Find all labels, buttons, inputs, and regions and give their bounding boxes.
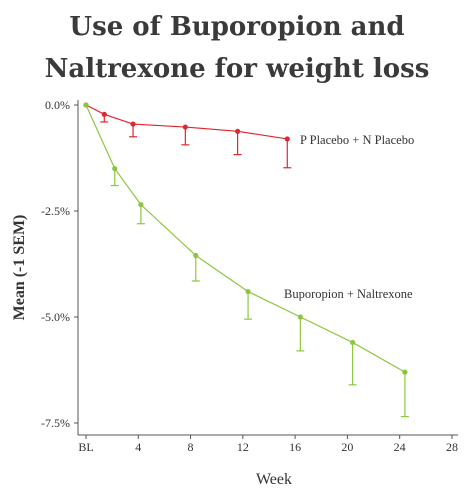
data-point — [193, 252, 199, 259]
series-label: P Placebo + N Placebo — [300, 133, 414, 147]
chart-title-line-1: Use of Buporopion and — [69, 12, 405, 42]
y-tick-label: 0.0% — [45, 98, 70, 112]
series-label: Buporopion + Naltrexone — [284, 287, 413, 301]
series-line — [85, 104, 406, 373]
y-tick-label: -5.0% — [41, 310, 70, 324]
data-point — [297, 314, 303, 320]
data-point — [83, 102, 89, 108]
data-point — [284, 136, 290, 142]
data-point — [101, 111, 107, 117]
x-tick-label: 12 — [237, 440, 249, 454]
data-point — [138, 202, 144, 208]
x-tick-label: 24 — [394, 440, 406, 454]
data-point — [112, 166, 118, 172]
data-point — [235, 128, 241, 134]
x-tick-label: BL — [78, 440, 93, 454]
data-point — [402, 369, 408, 375]
x-tick-label: 16 — [289, 440, 301, 454]
x-tick-label: 28 — [446, 440, 458, 454]
y-tick-label: -7.5% — [41, 416, 70, 430]
data-point — [245, 288, 251, 295]
data-point — [182, 124, 188, 130]
data-point — [130, 121, 136, 127]
chart-title: Use of Buporopion and Naltrexone for wei… — [0, 6, 474, 90]
x-tick-label: 8 — [188, 440, 194, 454]
x-tick-label: 4 — [135, 440, 141, 454]
chart-title-line-2: Naltrexone for weight loss — [44, 54, 430, 84]
x-tick-label: 20 — [341, 440, 353, 454]
data-point — [350, 339, 356, 346]
x-axis-label: Week — [256, 471, 292, 488]
y-axis-label: Mean (-1 SEM) — [11, 215, 28, 321]
y-tick-label: -2.5% — [41, 204, 70, 218]
series-line — [85, 104, 288, 140]
